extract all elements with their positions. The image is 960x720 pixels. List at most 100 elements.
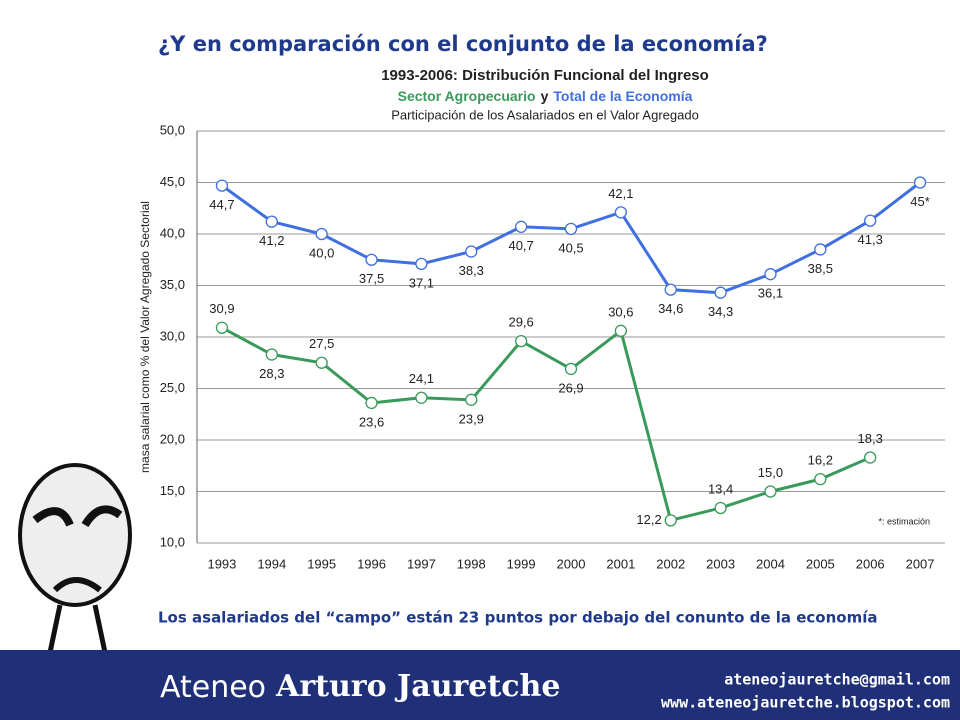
x-tick-label: 2007	[906, 556, 935, 571]
data-label: 29,6	[508, 315, 533, 330]
series-line	[221, 326, 871, 523]
data-point	[514, 334, 528, 348]
legend-joiner: y	[541, 88, 549, 104]
data-point	[215, 321, 229, 334]
data-label: 30,9	[209, 301, 234, 316]
data-label: 13,4	[708, 481, 733, 496]
data-point	[764, 485, 777, 498]
data-label: 40,5	[558, 240, 583, 255]
annotation: *: estimación	[878, 516, 930, 526]
x-tick-label: 1997	[407, 556, 436, 571]
y-axis-label: masa salarial como % del Valor Agregado …	[138, 201, 152, 473]
data-point	[265, 348, 278, 361]
x-tick-label: 1999	[507, 556, 536, 571]
slide-title: ¿Y en comparación con el conjunto de la …	[158, 32, 768, 56]
series-line	[221, 181, 921, 295]
footer-brand: Ateneo Arturo Jauretche	[160, 669, 560, 705]
x-tick-label: 1998	[457, 556, 486, 571]
data-label: 37,1	[409, 275, 434, 290]
data-label: 23,9	[459, 411, 484, 426]
data-point	[215, 179, 229, 192]
data-point	[814, 243, 827, 256]
data-label: 34,3	[708, 304, 733, 319]
data-point	[415, 391, 428, 404]
footer-email: ateneojauretche@gmail.com	[724, 671, 950, 689]
footer-blog: www.ateneojauretche.blogspot.com	[661, 694, 950, 712]
data-point	[365, 396, 378, 410]
data-label: 38,3	[459, 263, 484, 278]
legend-entry: Total de la Economía	[553, 88, 692, 104]
data-point	[514, 220, 528, 233]
data-point	[315, 227, 328, 241]
x-tick-label: 1995	[307, 556, 336, 571]
data-label: 41,2	[259, 233, 284, 248]
x-tick-label: 2001	[606, 556, 635, 571]
y-tick-label: 35,0	[160, 277, 185, 292]
data-point	[465, 245, 478, 258]
data-point	[564, 222, 578, 236]
data-label: 44,7	[209, 197, 234, 212]
legend: Sector Agropecuario y Total de la Economía	[398, 88, 693, 104]
data-point	[764, 268, 777, 281]
x-tick-label: 1996	[357, 556, 386, 571]
brand-plain: Ateneo	[160, 670, 266, 705]
y-tick-label: 10,0	[160, 534, 185, 549]
data-point	[864, 214, 877, 227]
data-label: 37,5	[359, 271, 384, 286]
x-tick-label: 2006	[856, 556, 885, 571]
data-label: 40,7	[508, 238, 533, 253]
x-tick-label: 2005	[806, 556, 835, 571]
data-point	[664, 514, 677, 527]
caption: Los asalariados del “campo” están 23 pun…	[158, 609, 878, 627]
data-label: 45*	[910, 194, 930, 209]
data-label: 30,6	[608, 304, 633, 319]
x-tick-label: 2004	[756, 556, 785, 571]
data-label: 40,0	[309, 245, 334, 260]
data-point	[614, 324, 628, 337]
y-tick-label: 45,0	[160, 174, 185, 189]
data-label: 24,1	[409, 371, 434, 386]
y-tick-label: 25,0	[160, 380, 185, 395]
y-tick-label: 40,0	[160, 225, 185, 240]
data-label: 16,2	[808, 453, 833, 468]
x-tick-label: 2000	[557, 556, 586, 571]
data-point	[814, 472, 827, 486]
data-point	[465, 393, 478, 406]
data-point	[714, 286, 727, 299]
data-label: 23,6	[359, 414, 384, 429]
data-label: 38,5	[808, 261, 833, 276]
data-label: 15,0	[758, 465, 783, 480]
data-label: 12,2	[636, 512, 661, 527]
data-point	[714, 501, 727, 515]
data-label: 36,1	[758, 286, 783, 301]
data-point	[415, 257, 428, 271]
caricature	[18, 463, 132, 701]
x-tick-label: 1994	[257, 556, 286, 571]
data-point	[564, 362, 578, 376]
y-tick-label: 15,0	[160, 483, 185, 498]
footer-band	[0, 650, 960, 720]
chart-subtitle: Participación de los Asalariados en el V…	[391, 107, 699, 122]
data-point	[614, 206, 628, 219]
y-tick-label: 50,0	[160, 122, 185, 137]
data-label: 28,3	[259, 366, 284, 381]
data-point	[265, 215, 278, 228]
chart-title: 1993-2006: Distribución Funcional del In…	[381, 67, 709, 84]
legend-entry: Sector Agropecuario	[398, 88, 536, 104]
y-tick-label: 20,0	[160, 431, 185, 446]
x-tick-label: 2003	[706, 556, 735, 571]
x-tick-label: 1993	[207, 556, 236, 571]
data-label: 18,3	[858, 431, 883, 446]
data-point	[913, 176, 927, 189]
data-label: 34,6	[658, 301, 683, 316]
y-tick-label: 30,0	[160, 328, 185, 343]
data-label: 27,5	[309, 336, 334, 351]
brand-bold: Arturo Jauretche	[275, 669, 560, 704]
data-label: 26,9	[558, 380, 583, 395]
data-label: 41,3	[858, 232, 883, 247]
data-point	[664, 283, 677, 296]
data-point	[315, 356, 328, 369]
data-label: 42,1	[608, 186, 633, 201]
